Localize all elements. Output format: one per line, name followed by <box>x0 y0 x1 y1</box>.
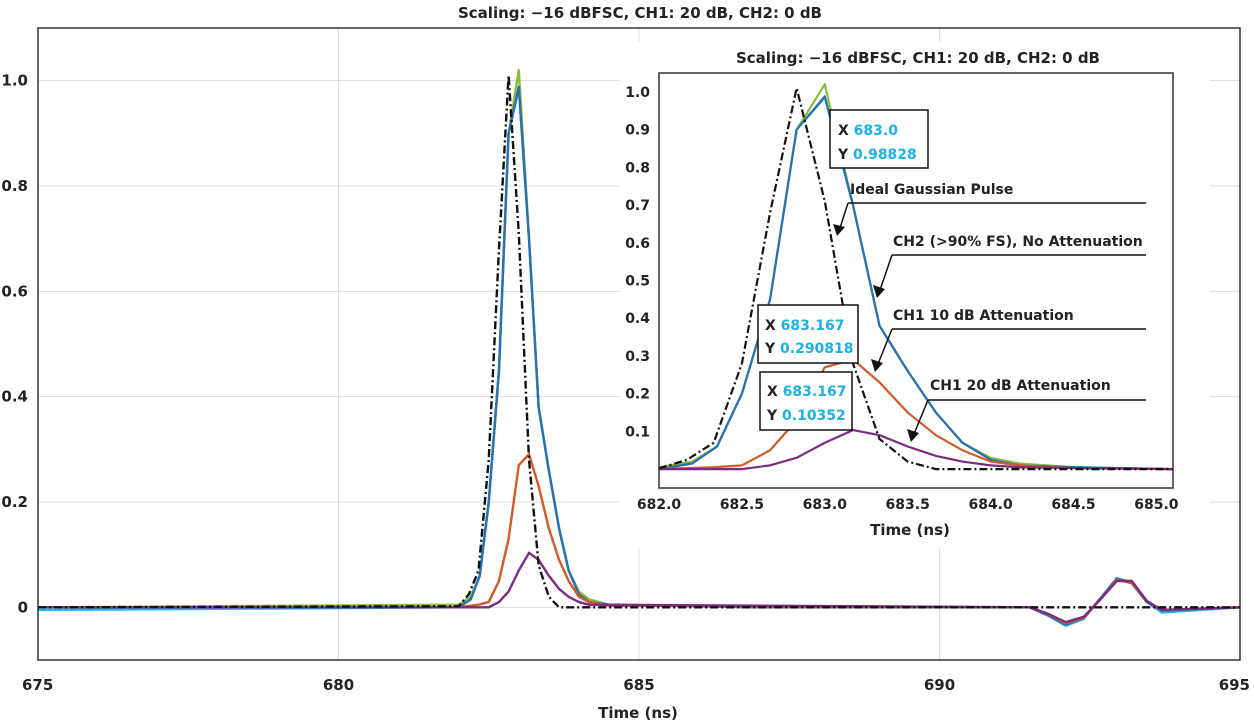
readout-3-y: Y 0.10352 <box>766 408 846 424</box>
main-x-axis-label: Time (ns) <box>598 704 678 722</box>
main-x-tick-2: 685 <box>623 676 654 694</box>
inset-chart: Scaling: −16 dBFSC, CH1: 20 dB, CH2: 0 d… <box>620 42 1210 548</box>
inset-x-tick-5: 684.5 <box>1051 497 1095 513</box>
inset-plot-frame <box>658 72 1174 489</box>
inset-x-tick-2: 683.0 <box>803 497 848 513</box>
readout-1-y-value: 0.98828 <box>853 147 917 163</box>
ann-ch2-arrowhead <box>873 285 885 298</box>
main-y-tick-4: 0.8 <box>1 177 28 195</box>
main-x-tick-1: 680 <box>323 676 354 694</box>
ann-ch2-leader <box>879 254 893 291</box>
inset-x-ticks: 682.0 682.5 683.0 683.5 684.0 684.5 685.0 <box>637 497 1179 513</box>
readout-2-x: X 683.167 <box>765 318 844 334</box>
readout-1-x-value: 683.0 <box>854 123 899 139</box>
ann-ch1-10-arrowhead <box>871 359 883 372</box>
readout-1-frame <box>829 109 929 169</box>
annotation-arrowheads <box>833 224 919 442</box>
main-x-tick-0: 675 <box>22 676 53 694</box>
inset-x-tick-1: 682.5 <box>720 497 764 513</box>
inset-y-ticks: 0.1 0.2 0.3 0.4 0.5 0.6 0.7 0.8 0.9 1.0 <box>625 85 650 441</box>
readout-1-x-label: X <box>838 123 849 139</box>
readout-2-y: Y 0.290818 <box>764 341 854 357</box>
inset-series-3 <box>658 358 1174 471</box>
ann-ch1-20db: CH1 20 dB Attenuation <box>930 378 1111 394</box>
inset-y-tick-2: 0.3 <box>625 349 650 365</box>
main-y-tick-0: 0 <box>18 598 28 616</box>
main-y-tick-3: 0.6 <box>1 282 28 300</box>
inset-x-tick-0: 682.0 <box>637 497 682 513</box>
readout-3-y-label: Y <box>766 408 778 424</box>
readout-3-y-value: 0.10352 <box>782 408 846 424</box>
readout-3-x-value: 683.167 <box>783 384 847 400</box>
ann-ch1-10-leader <box>877 328 893 365</box>
inset-y-tick-3: 0.4 <box>625 311 650 327</box>
readout-2-y-label: Y <box>764 341 776 357</box>
main-series-group <box>37 68 1241 627</box>
readout-1-y: Y 0.98828 <box>837 147 917 163</box>
inset-series-group <box>658 83 1174 471</box>
readout-2-x-label: X <box>765 318 776 334</box>
inset-y-tick-7: 0.8 <box>625 160 650 176</box>
main-x-tick-3: 690 <box>924 676 955 694</box>
main-y-tick-5: 1.0 <box>1 72 28 90</box>
annotation-leaders <box>839 202 1146 435</box>
ann-ch2-no-attenuation: CH2 (>90% FS), No Attenuation <box>893 234 1143 250</box>
readout-box-1: X 683.0 Y 0.98828 <box>829 109 929 169</box>
readout-1-x: X 683.0 <box>838 123 898 139</box>
ann-ch1-20-arrowhead <box>907 429 919 442</box>
main-series-4 <box>38 551 1241 624</box>
inset-y-tick-0: 0.1 <box>625 424 650 440</box>
readout-3-x-label: X <box>767 384 778 400</box>
ann-ideal-gaussian: Ideal Gaussian Pulse <box>850 182 1013 198</box>
main-x-ticks: 675 680 685 690 695 <box>22 676 1250 694</box>
readout-3-frame <box>759 371 853 431</box>
main-plot-frame <box>37 27 1241 661</box>
inset-chart-title: Scaling: −16 dBFSC, CH1: 20 dB, CH2: 0 d… <box>736 49 1100 67</box>
inset-y-tick-5: 0.6 <box>625 236 650 252</box>
main-y-ticks: 0 0.2 0.4 0.6 0.8 1.0 <box>1 72 28 617</box>
readout-1-y-label: Y <box>837 147 849 163</box>
inset-x-axis-label: Time (ns) <box>870 521 950 539</box>
ann-ideal-leader <box>839 202 849 229</box>
inset-series-4 <box>659 428 1174 471</box>
inset-y-tick-6: 0.7 <box>625 198 650 214</box>
main-y-tick-1: 0.2 <box>1 493 28 511</box>
readout-3-x: X 683.167 <box>767 384 846 400</box>
ann-ideal-arrowhead <box>833 224 845 236</box>
readout-box-3: X 683.167 Y 0.10352 <box>759 371 853 431</box>
inset-x-tick-3: 683.5 <box>886 497 930 513</box>
main-chart-title: Scaling: −16 dBFSC, CH1: 20 dB, CH2: 0 d… <box>458 4 822 22</box>
main-series-5 <box>37 74 1240 609</box>
inset-x-tick-4: 684.0 <box>968 497 1013 513</box>
inset-series-5 <box>658 86 1173 471</box>
inset-x-tick-6: 685.0 <box>1134 497 1179 513</box>
readout-2-frame <box>757 304 859 364</box>
readout-2-x-value: 683.167 <box>781 318 845 334</box>
inset-y-tick-9: 1.0 <box>625 85 650 101</box>
readout-box-2: X 683.167 Y 0.290818 <box>757 304 859 364</box>
inset-y-tick-1: 0.2 <box>625 387 650 403</box>
main-y-tick-2: 0.4 <box>1 388 28 406</box>
inset-y-tick-4: 0.5 <box>625 274 650 290</box>
inset-y-tick-8: 0.9 <box>625 123 650 139</box>
ann-ch1-20-leader <box>913 399 929 435</box>
main-x-tick-4: 695 <box>1219 676 1250 694</box>
readout-2-y-value: 0.290818 <box>780 341 854 357</box>
ann-ch1-10db: CH1 10 dB Attenuation <box>893 308 1074 324</box>
